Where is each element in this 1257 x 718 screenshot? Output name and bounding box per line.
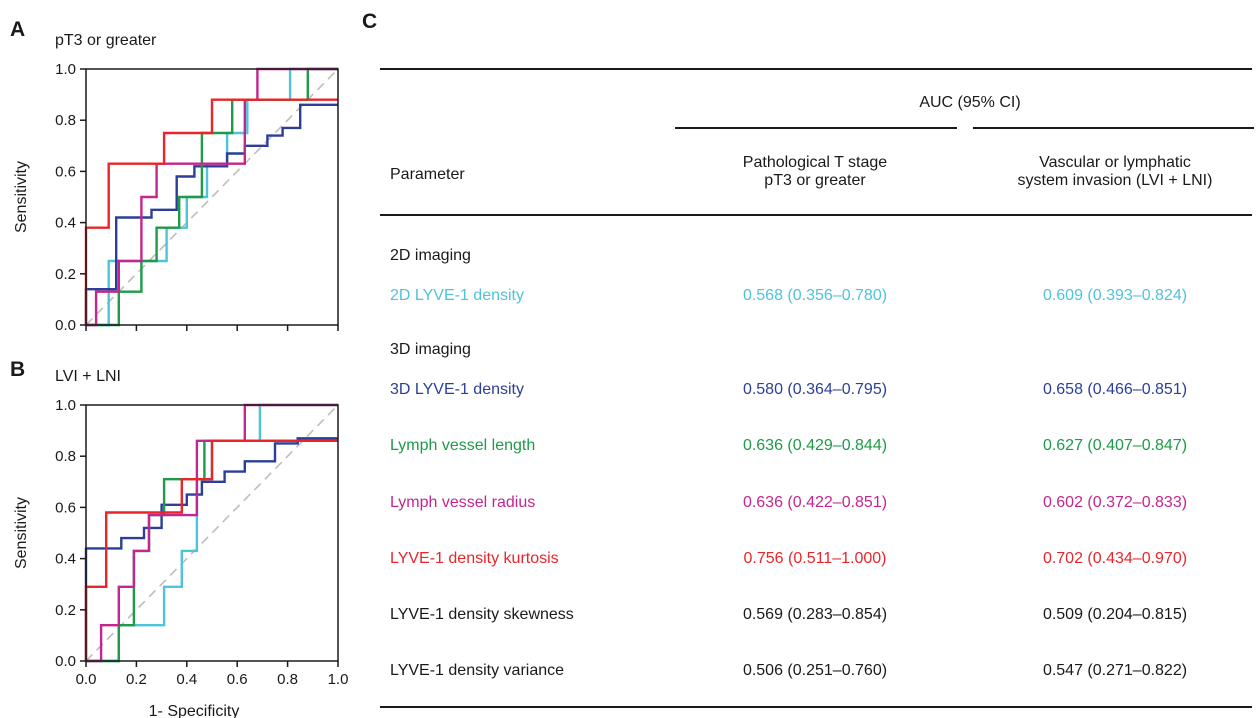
row-parameter: LYVE-1 density variance [390,662,565,679]
roc-curve-lymph_vessel_radius [86,403,338,663]
row-auc-pt3: 0.636 (0.429–0.844) [742,437,888,454]
row-auc-lvi: 0.609 (0.393–0.824) [1042,287,1188,304]
x-tick-label: 0.8 [277,671,298,688]
roc-chart-pt3: pT3 or greater 0.0 0.2 0.4 0.6 0.8 1.0 Sensitiv… [13,32,339,334]
y-tick-label: 0.0 [55,653,76,670]
row-auc-lvi: 0.658 (0.466–0.851) [1042,381,1188,398]
x-tick-label: 1.0 [328,671,349,688]
panel-letter-b: B [10,358,26,381]
row-auc-pt3: 0.568 (0.356–0.780) [742,287,888,304]
y-tick-label: 0.4 [55,551,76,568]
roc-curve-lyve1_density_kurtosis [84,98,338,325]
row-auc-pt3: 0.756 (0.511–1.000) [743,550,887,567]
row-auc-lvi: 0.702 (0.434–0.970) [1042,550,1188,567]
row-auc-pt3: 0.506 (0.251–0.760) [742,662,888,679]
row-auc-lvi: 0.547 (0.271–0.822) [1042,662,1188,679]
row-parameter: Lymph vessel length [390,437,536,454]
y-tick-label: 0.8 [55,448,76,465]
plot-frame [85,404,339,662]
y-axis-label: Sensitivity [13,497,30,569]
panel-letter-c: C [362,10,378,33]
y-tick-label: 0.4 [55,215,76,232]
table-top-rule [380,68,1252,70]
col-header-lvi-line1: Vascular or lymphatic [1039,154,1191,171]
row-auc-lvi: 0.627 (0.407–0.847) [1042,437,1188,454]
table-bottom-rule [380,706,1252,708]
x-tick-label: 0.2 [126,671,147,688]
row-auc-pt3: 0.636 (0.422–0.851) [742,494,888,511]
group-rule-left [675,127,957,129]
roc-chart-lvi-lni: LVI + LNI 0.0 0.2 0.4 0.6 0.8 1.0 0.0 0.2 0.4 0.6 0… [13,368,348,718]
row-auc-lvi: 0.602 (0.372–0.833) [1042,494,1188,511]
group-header-auc: AUC (95% CI) [919,94,1021,111]
table-header-rule [380,214,1252,216]
y-tick-label: 0.8 [55,112,76,129]
y-tick-label: 0.2 [55,266,76,283]
chart-title: pT3 or greater [55,32,157,49]
row-auc-pt3: 0.569 (0.283–0.854) [742,606,888,623]
y-tick-label: 1.0 [55,397,76,414]
x-tick-label: 0.4 [176,671,197,688]
row-parameter: 3D LYVE-1 density [390,381,524,398]
x-tick-label: 0.0 [76,671,97,688]
row-parameter: LYVE-1 density kurtosis [390,550,559,567]
y-tick-label: 1.0 [55,61,76,78]
y-tick-label: 0.6 [55,163,76,180]
x-tick-label: 0.6 [227,671,248,688]
row-parameter: LYVE-1 density skewness [390,606,574,623]
y-tick-label: 0.2 [55,602,76,619]
col-header-pt3-line2: pT3 or greater [764,172,866,189]
row-auc-lvi: 0.509 (0.204–0.815) [1042,606,1188,623]
row-parameter: Lymph vessel radius [390,494,536,511]
section-2d-imaging: 2D imaging [390,247,471,264]
roc-charts: pT3 or greater 0.0 0.2 0.4 0.6 0.8 1.0 Sensitiv… [13,32,348,718]
roc-curve-3d_lyve1_density [84,103,338,325]
col-header-parameter: Parameter [390,166,465,183]
chart-title: LVI + LNI [55,368,121,385]
row-auc-pt3: 0.580 (0.364–0.795) [742,381,888,398]
roc-curve-3d_lyve1_density [84,437,338,661]
x-axis-label: 1- Specificity [149,703,240,718]
section-3d-imaging: 3D imaging [390,341,471,358]
col-header-pt3: Pathological T stage pT3 or greater [690,154,940,190]
col-header-lvi-line2: system invasion (LVI + LNI) [1017,172,1213,189]
col-header-pt3-line1: Pathological T stage [742,154,888,171]
plot-frame [85,68,339,326]
roc-curve-lyve1_density_kurtosis [84,439,338,661]
y-tick-label: 0.6 [55,499,76,516]
row-parameter: 2D LYVE-1 density [390,287,524,304]
y-tick-label: 0.0 [55,317,76,334]
y-axis-label: Sensitivity [13,161,30,233]
group-rule-right [973,127,1254,129]
col-header-lvi: Vascular or lymphatic system invasion (L… [980,154,1250,190]
panel-letter-a: A [10,18,26,41]
